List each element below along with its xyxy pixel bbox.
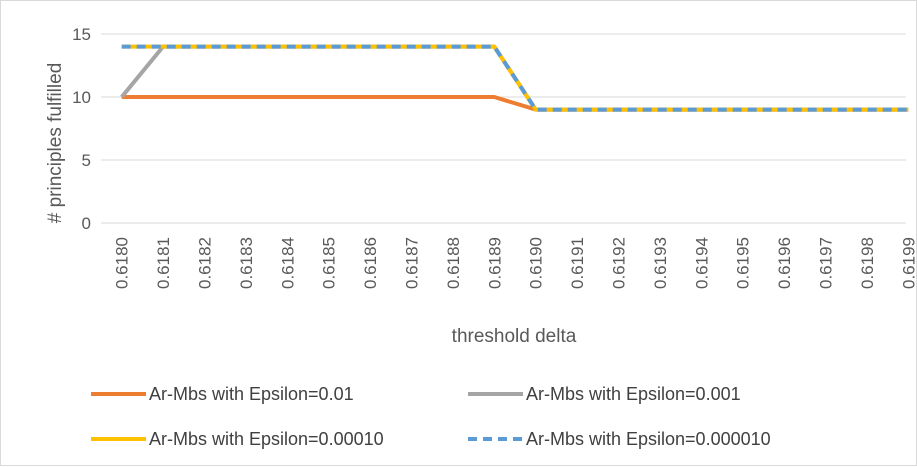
x-tick-label: 0.6192 — [610, 237, 629, 289]
x-tick-label: 0.6190 — [527, 237, 546, 289]
y-axis-title: # principles fulfilled — [45, 63, 66, 224]
legend-item: Ar-Mbs with Epsilon=0.01 — [91, 384, 354, 404]
x-axis-tick-labels: 0.6180 0.6181 0.6182 0.6183 0.6184 0.6185 0.61… — [113, 237, 917, 289]
legend-label: Ar-Mbs with Epsilon=0.000010 — [526, 429, 771, 449]
x-tick-label: 0.6193 — [651, 237, 670, 289]
x-tick-label: 0.6185 — [320, 237, 339, 289]
y-axis-tick-labels: 0 5 10 15 — [72, 25, 91, 233]
y-tick-label: 10 — [72, 88, 91, 107]
series-lines — [120, 44, 909, 112]
legend-label: Ar-Mbs with Epsilon=0.01 — [149, 384, 354, 404]
legend-label: Ar-Mbs with Epsilon=0.00010 — [149, 429, 384, 449]
x-tick-label: 0.6183 — [237, 237, 256, 289]
x-tick-label: 0.6182 — [196, 237, 215, 289]
legend-item: Ar-Mbs with Epsilon=0.00010 — [91, 429, 384, 449]
legend-item: Ar-Mbs with Epsilon=0.001 — [468, 384, 741, 404]
x-tick-label: 0.6187 — [403, 237, 422, 289]
legend-label: Ar-Mbs with Epsilon=0.001 — [526, 384, 741, 404]
x-tick-label: 0.6199 — [899, 237, 917, 289]
x-tick-label: 0.6188 — [444, 237, 463, 289]
x-tick-label: 0.6191 — [568, 237, 587, 289]
x-tick-label: 0.6186 — [361, 237, 380, 289]
x-tick-label: 0.6184 — [278, 237, 297, 289]
series-line — [121, 44, 909, 112]
x-tick-label: 0.6181 — [154, 237, 173, 289]
x-axis-title: threshold delta — [452, 326, 577, 347]
legend: Ar-Mbs with Epsilon=0.01 Ar-Mbs with Epsi… — [91, 384, 771, 449]
y-tick-label: 15 — [72, 25, 91, 44]
y-tick-label: 0 — [82, 214, 91, 233]
x-tick-label: 0.6180 — [113, 237, 132, 289]
x-tick-label: 0.6189 — [485, 237, 504, 289]
x-tick-label: 0.6194 — [692, 237, 711, 289]
x-tick-label: 0.6196 — [775, 237, 794, 289]
x-tick-label: 0.6195 — [734, 237, 753, 289]
legend-item: Ar-Mbs with Epsilon=0.000010 — [468, 429, 771, 449]
x-tick-label: 0.6198 — [858, 237, 877, 289]
x-tick-label: 0.6197 — [817, 237, 836, 289]
y-tick-label: 5 — [82, 151, 91, 170]
